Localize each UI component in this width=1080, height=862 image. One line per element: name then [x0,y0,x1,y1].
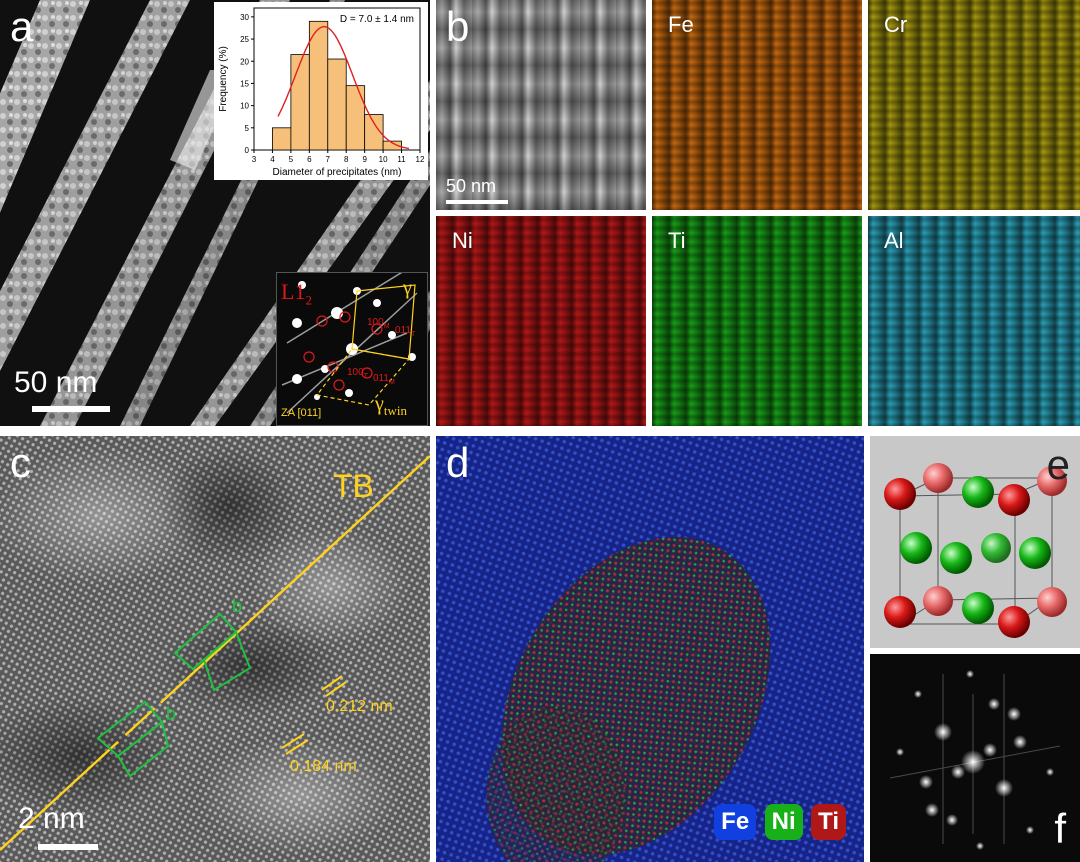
histogram-xlabel: Diameter of precipitates (nm) [273,167,402,178]
eds-map-fe: Fe [652,0,862,210]
x-tick-label: 10 [379,155,388,164]
histogram-bar [272,127,292,151]
x-tick-label: 11 [397,155,406,164]
x-tick-label: 7 [326,155,331,164]
saed-gamma-twin-label: γtwin [375,393,407,418]
y-tick-label: 0 [245,146,250,155]
saed-spot-100m: 100M [367,317,390,330]
panel-c-hrtem-image [0,436,430,862]
marker-b-upper: b [232,596,243,616]
x-tick-label: 9 [362,155,367,164]
saed-inset: L12 γ 100M 011T 100T 011M ZA [011] γtwin [276,262,428,426]
saed-zone-axis: ZA [011] [281,407,322,419]
panel-b-scale-bar: 50 nm [446,176,526,208]
legend-ni: Ni [764,804,803,840]
histogram-inset: 3 4 5 6 7 8 9 10 11 12 0 5 10 15 20 25 30 Diameter of pre… [214,2,428,180]
panel-c-label: c [10,439,31,486]
y-tick-label: 15 [240,79,249,88]
eds-map-ti-label: Ti [668,228,686,253]
eds-map-ni: Ni [436,216,646,426]
y-tick-label: 30 [240,13,249,22]
panel-c-scale-bar: 2 nm [18,802,118,858]
eds-map-ni-label: Ni [452,228,473,253]
panel-c: c TB 0.212 nm 0.184 nm b b 2 nm [0,436,430,862]
legend-ti: Ti [811,804,846,840]
saed-spot-100t: 100T [347,367,368,380]
saed-gamma-label: γ [403,277,412,299]
x-tick-label: 5 [289,155,294,164]
x-tick-label: 6 [307,155,312,164]
eds-map-al: Al [868,216,1080,426]
saed-pattern [281,262,418,414]
panel-e-label: e [1046,441,1070,488]
histogram-bar [382,140,402,151]
x-tick-label: 12 [416,155,425,164]
panel-e: e [870,436,1080,648]
panel-d-label: d [446,439,470,486]
panel-b: b 50 nm Fe Cr Ni Ti Al [436,0,1080,426]
fft-pattern [889,670,1061,850]
eds-map-ti: Ti [652,216,862,426]
histogram-bar [290,54,310,151]
y-tick-label: 25 [240,35,249,44]
x-tick-label: 8 [344,155,349,164]
y-tick-label: 5 [245,124,250,133]
histogram-ylabel: Frequency (%) [218,46,229,112]
y-tick-label: 10 [240,102,249,111]
panel-f-label: f [1054,805,1066,852]
saed-spot-011t: 011T [395,325,416,338]
histogram-fit-curve [277,25,410,150]
eds-map-fe-label: Fe [668,12,694,37]
panel-b-label: b [446,3,470,50]
histogram-title: D = 7.0 ± 1.4 nm [340,14,414,25]
histogram-bar [364,114,384,151]
panel-a-label: a [10,3,34,50]
panel-b-tem-image: b 50 nm [436,0,646,210]
panel-a-scale-bar: 50 nm [14,366,124,416]
lattice-spacing-0184: 0.184 nm [290,758,357,775]
twin-boundary-label: TB [333,468,374,504]
unit-cell-model [884,463,1067,638]
saed-l12-label: L12 [281,279,312,308]
histogram-bar [345,85,366,151]
y-tick-label: 20 [240,57,249,66]
x-tick-label: 3 [252,155,257,164]
panel-f: f [870,654,1080,862]
panel-d-eds-overlay [436,436,864,862]
marker-b-lower: b [166,704,177,724]
histogram-chart: 3 4 5 6 7 8 9 10 11 12 0 5 10 15 20 25 30 Diameter of pre… [218,7,425,178]
panel-a: a 3 4 5 6 7 8 9 10 11 12 0 5 10 15 20 25 30 Diameter of p… [0,0,430,426]
eds-map-al-label: Al [884,228,904,253]
lattice-spacing-0212: 0.212 nm [326,698,393,715]
eds-map-cr-label: Cr [884,12,908,37]
histogram-bar [308,20,329,151]
panel-d-legend: Fe Ni Ti [710,804,846,840]
histogram-bar [327,58,347,151]
eds-map-cr: Cr [868,0,1080,210]
legend-fe: Fe [714,804,757,840]
saed-spot-011m: 011M [373,373,395,386]
x-tick-label: 4 [270,155,275,164]
panel-d: d Fe Ni Ti [436,436,864,862]
